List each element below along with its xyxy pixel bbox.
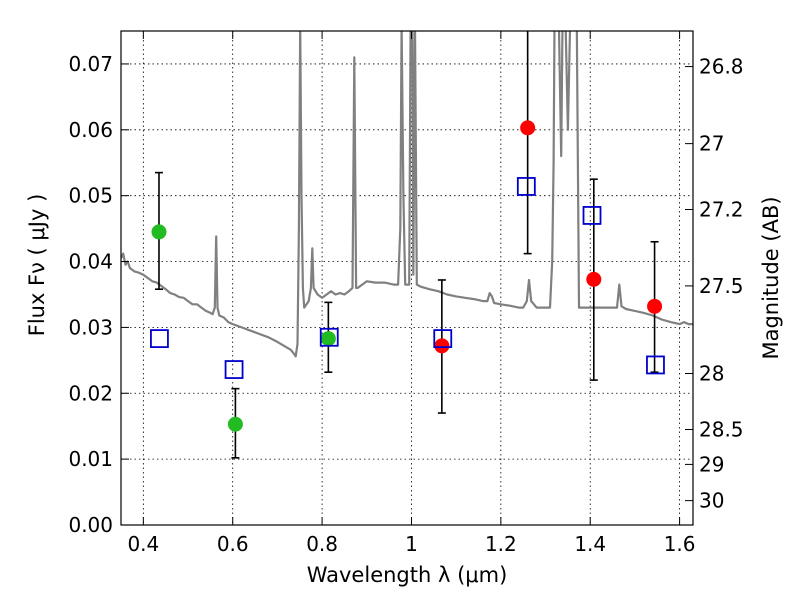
y2-tick-label: 27.2 bbox=[699, 197, 744, 221]
y2-tick-label: 28 bbox=[699, 362, 724, 386]
y2-tick-label: 28.5 bbox=[699, 417, 744, 441]
y2-tick-label: 30 bbox=[699, 489, 724, 513]
y-tick-label: 0.07 bbox=[68, 52, 113, 76]
y2-tick-label: 27 bbox=[699, 132, 724, 156]
data-point bbox=[647, 298, 663, 314]
x-tick-label: 1.2 bbox=[485, 532, 517, 556]
y-tick-label: 0.01 bbox=[68, 447, 113, 471]
x-tick-label: 1.6 bbox=[664, 532, 696, 556]
data-point bbox=[586, 271, 602, 287]
data-point bbox=[151, 224, 167, 240]
y-tick-label: 0.05 bbox=[68, 184, 113, 208]
data-markers bbox=[150, 120, 665, 432]
y-tick-label: 0.06 bbox=[68, 118, 113, 142]
x-axis-title: Wavelength λ (μm) bbox=[307, 563, 508, 587]
y-tick-label: 0.03 bbox=[68, 315, 113, 339]
grid bbox=[121, 31, 693, 525]
plot-frame bbox=[120, 30, 694, 526]
spectrum-line bbox=[121, 31, 693, 358]
y-tick-label: 0.02 bbox=[68, 381, 113, 405]
data-point bbox=[520, 120, 536, 136]
y-tick-label: 0.00 bbox=[68, 513, 113, 537]
model-spectrum bbox=[121, 31, 693, 358]
y2-tick-label: 27.5 bbox=[699, 274, 744, 298]
model-flux-square bbox=[224, 360, 244, 379]
x-tick-label: 1 bbox=[405, 532, 418, 556]
model-flux-square bbox=[319, 327, 339, 347]
y-axis-title: Flux Fν ( μJy ) bbox=[25, 194, 49, 337]
x-tick-label: 0.4 bbox=[127, 532, 159, 556]
y2-axis-title: Magnitude (AB) bbox=[759, 196, 783, 359]
x-tick-label: 0.8 bbox=[306, 532, 338, 556]
error-bars bbox=[154, 31, 659, 459]
y2-tick-label: 29 bbox=[699, 452, 724, 476]
x-tick-label: 0.6 bbox=[217, 532, 249, 556]
y-tick-label: 0.04 bbox=[68, 250, 113, 274]
model-flux-square bbox=[150, 329, 169, 348]
data-point bbox=[227, 416, 243, 432]
model-flux-square bbox=[646, 355, 665, 375]
model-flux-square bbox=[516, 177, 536, 196]
x-tick-label: 1.4 bbox=[574, 532, 606, 556]
data-point bbox=[434, 338, 450, 354]
y2-tick-label: 26.8 bbox=[699, 55, 744, 79]
axis-ticks: 0.4 0.6 0.8 1 1.2 1.4 1.6 0.00 0.01 0.02 0.03 0.04 0… bbox=[68, 31, 744, 556]
model-flux-square bbox=[582, 206, 602, 225]
data-point bbox=[320, 331, 336, 347]
model-flux-square bbox=[433, 329, 453, 348]
